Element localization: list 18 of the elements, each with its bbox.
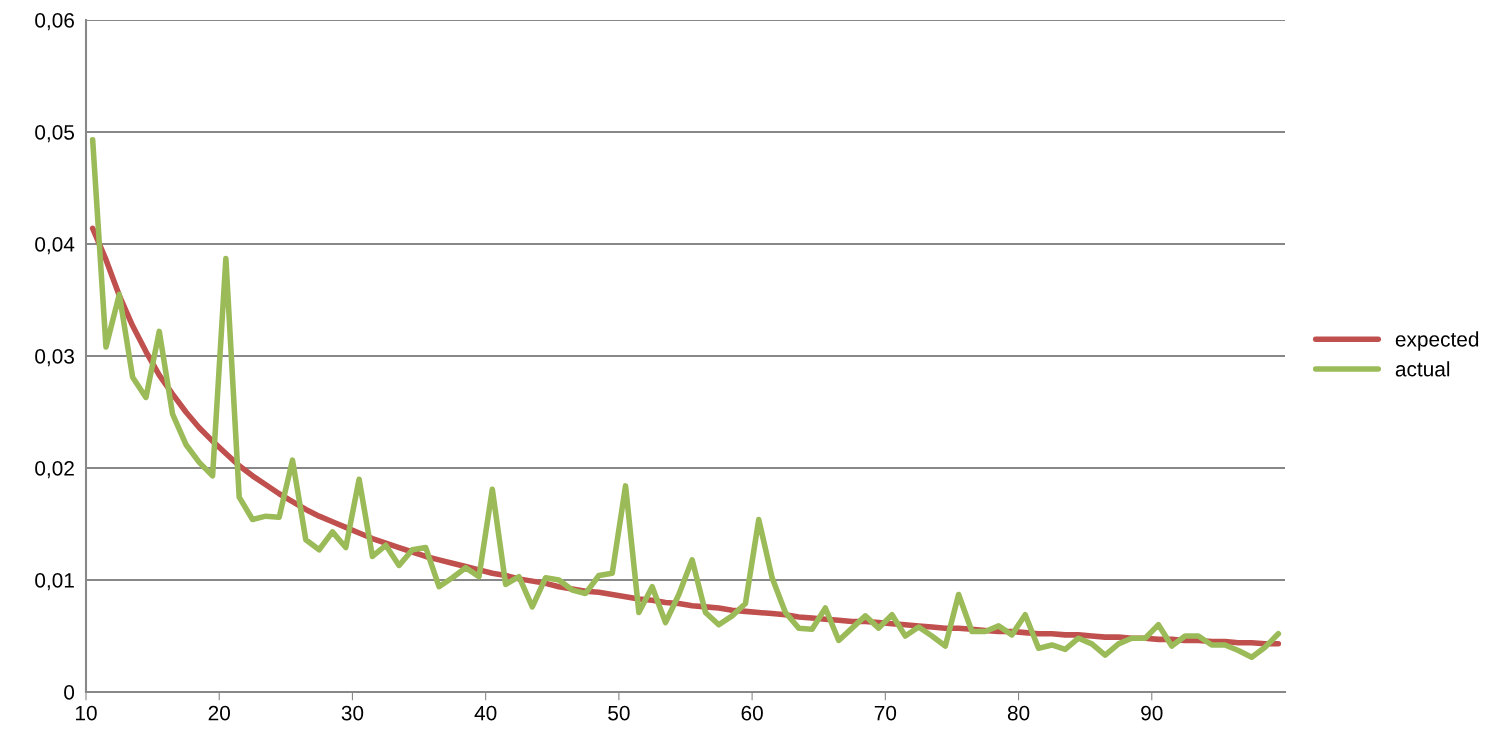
x-tick-label: 70 [874, 705, 897, 721]
y-tick-label: 0,02 [35, 461, 74, 479]
y-tick-label: 0,05 [35, 125, 75, 143]
legend-label: actual [1395, 361, 1450, 377]
legend-label: expected [1395, 331, 1479, 351]
y-tick-label: 0,03 [35, 349, 74, 367]
y-tick-label: 0,01 [35, 573, 74, 591]
x-tick-label: 10 [76, 705, 97, 721]
x-tick-label: 50 [608, 705, 630, 721]
x-tick-label: 60 [741, 705, 763, 721]
x-tick-label: 30 [341, 705, 364, 721]
y-tick-label: 0 [64, 685, 75, 700]
y-tick-label: 0,06 [35, 13, 74, 31]
x-tick-label: 20 [208, 705, 230, 721]
x-tick-label: 80 [1007, 705, 1030, 721]
x-tick-label: 40 [474, 705, 497, 721]
y-tick-label: 0,04 [35, 237, 75, 255]
x-tick-label: 90 [1141, 705, 1163, 721]
